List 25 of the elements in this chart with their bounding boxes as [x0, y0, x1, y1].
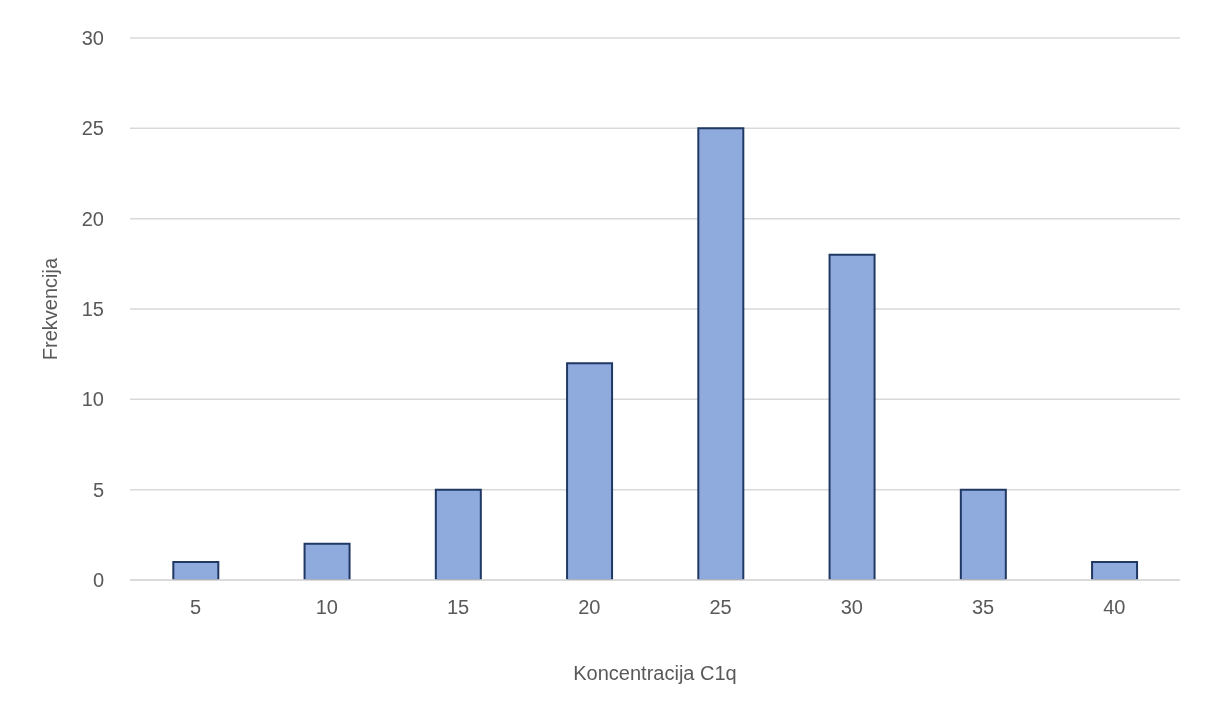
bar	[434, 488, 482, 580]
y-axis-title: Frekvencija	[39, 257, 62, 361]
x-tick-label: 10	[315, 596, 338, 619]
bar	[1091, 560, 1139, 580]
y-tick-label: 10	[81, 388, 104, 411]
bar	[172, 560, 220, 580]
x-tick-label: 40	[1103, 596, 1126, 619]
x-axis-title: Koncentracija C1q	[573, 662, 737, 684]
x-tick-label: 30	[840, 596, 863, 619]
bar	[697, 127, 745, 580]
x-tick-label: 35	[972, 596, 995, 619]
bar	[303, 542, 351, 580]
bar	[566, 362, 614, 580]
y-tick-label: 20	[81, 207, 104, 230]
y-tick-label: 30	[81, 27, 104, 50]
bar	[828, 253, 876, 580]
y-tick-label: 0	[92, 569, 104, 592]
y-tick-label: 5	[92, 478, 104, 501]
y-tick-label: 15	[81, 298, 104, 321]
x-tick-label: 20	[578, 596, 601, 619]
y-tick-label: 25	[81, 117, 104, 140]
x-tick-label: 25	[709, 596, 732, 619]
bar	[959, 488, 1007, 580]
x-tick-label: 5	[190, 596, 202, 619]
x-tick-label: 15	[447, 596, 470, 619]
